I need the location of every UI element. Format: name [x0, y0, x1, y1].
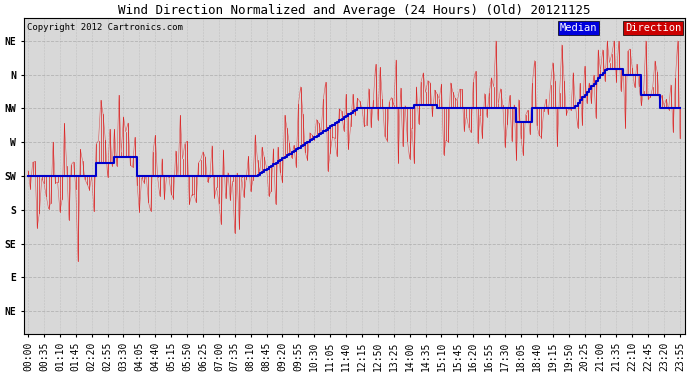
Text: Copyright 2012 Cartronics.com: Copyright 2012 Cartronics.com — [27, 23, 183, 32]
Text: Direction: Direction — [625, 23, 681, 33]
Text: Median: Median — [560, 23, 598, 33]
Title: Wind Direction Normalized and Average (24 Hours) (Old) 20121125: Wind Direction Normalized and Average (2… — [118, 4, 590, 17]
